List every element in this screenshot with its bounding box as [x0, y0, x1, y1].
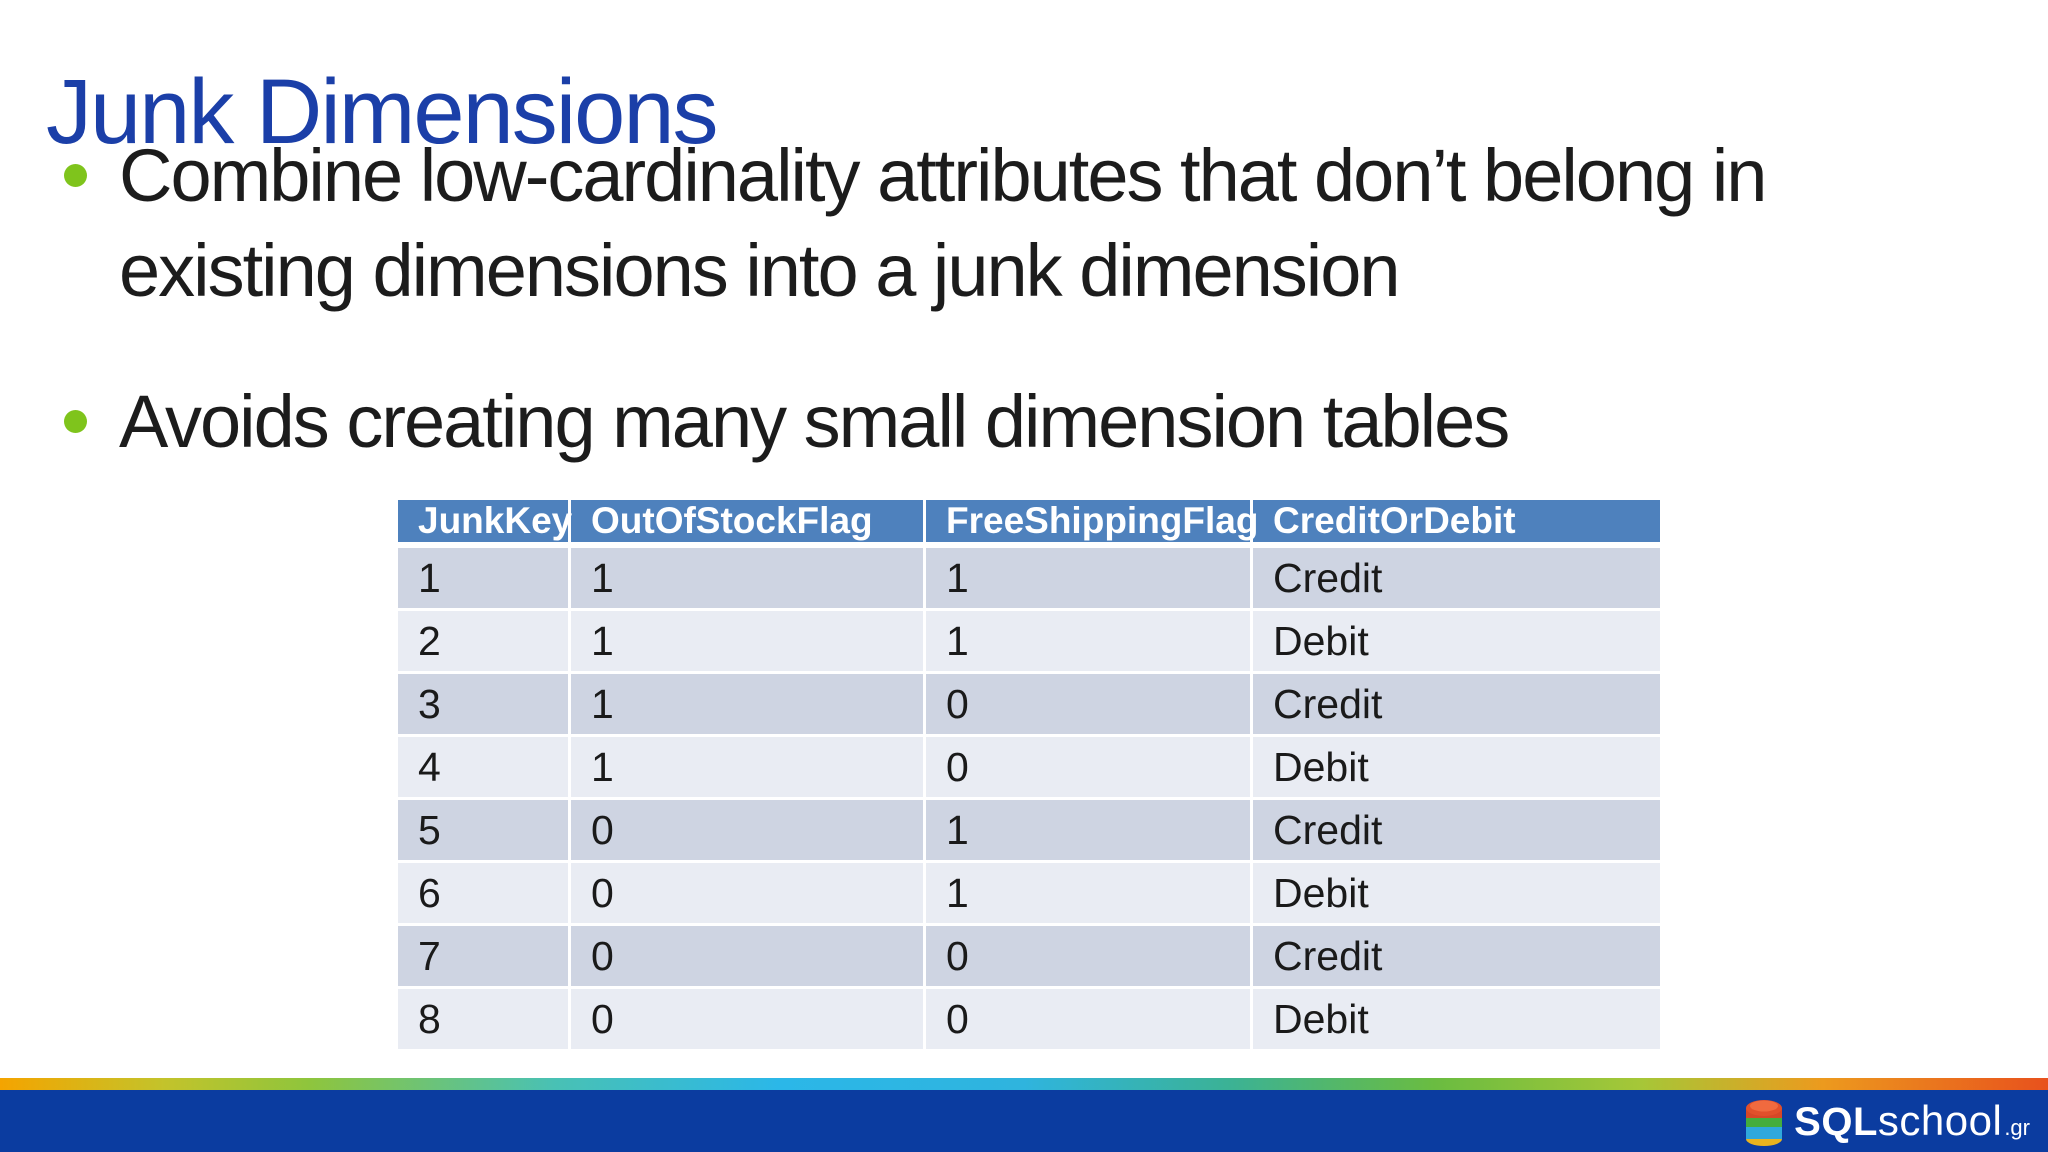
table-row: 3 1 0 Credit: [398, 674, 1660, 737]
table-cell: 4: [398, 737, 571, 800]
table-cell: 2: [398, 611, 571, 674]
table-cell: Credit: [1253, 674, 1660, 737]
column-header: CreditOrDebit: [1253, 500, 1660, 548]
junk-dimension-table: JunkKey OutOfStockFlag FreeShippingFlag Cre…: [398, 500, 1660, 1052]
table-cell: 1: [398, 548, 571, 611]
table-row: 6 0 1 Debit: [398, 863, 1660, 926]
table-cell: Debit: [1253, 863, 1660, 926]
table-row: 2 1 1 Debit: [398, 611, 1660, 674]
table-cell: 1: [926, 863, 1253, 926]
table-cell: Debit: [1253, 611, 1660, 674]
table-cell: 1: [926, 611, 1253, 674]
column-header: JunkKey: [398, 500, 572, 548]
table-header-row: JunkKey OutOfStockFlag FreeShippingFlag Cre…: [398, 500, 1660, 548]
table-row: 4 1 0 Debit: [398, 737, 1660, 800]
table-cell: 1: [926, 800, 1253, 863]
table-cell: 1: [571, 737, 926, 800]
table-cell: 1: [571, 611, 926, 674]
column-header: FreeShippingFlag: [926, 500, 1258, 548]
table-cell: Credit: [1253, 926, 1660, 989]
logo-text-sql: SQL: [1794, 1100, 1878, 1144]
table-cell: 0: [926, 989, 1253, 1052]
table-row: 7 0 0 Credit: [398, 926, 1660, 989]
table-cell: 7: [398, 926, 571, 989]
table-cell: 3: [398, 674, 571, 737]
table-cell: Credit: [1253, 800, 1660, 863]
database-disks-icon: [1746, 1100, 1783, 1146]
bullet-text: Avoids creating many small dimension tab…: [119, 374, 1510, 469]
table-cell: 0: [571, 926, 926, 989]
bullet-item: Avoids creating many small dimension tab…: [64, 374, 1765, 469]
table-cell: 8: [398, 989, 571, 1052]
table-cell: 1: [926, 548, 1253, 611]
sqlschool-logo: SQL school .gr: [1744, 1090, 2030, 1152]
bullet-text: Combine low-cardinality attributes that …: [119, 128, 1767, 318]
logo-text-tld: .gr: [2004, 1115, 2030, 1140]
table-cell: Credit: [1253, 548, 1660, 611]
logo-text-school: school: [1877, 1097, 2003, 1144]
table-cell: 0: [571, 989, 926, 1052]
bullet-line: Avoids creating many small dimension tab…: [119, 380, 1510, 463]
bullet-list: Combine low-cardinality attributes that …: [64, 128, 1767, 525]
bullet-dot-icon: [64, 410, 87, 433]
table-cell: 0: [926, 926, 1253, 989]
logo-text: SQL school .gr: [1794, 1097, 2030, 1145]
table-cell: 5: [398, 800, 571, 863]
bullet-line: Combine low-cardinality attributes that …: [119, 134, 1767, 217]
table-cell: Debit: [1253, 737, 1660, 800]
footer-gradient-line: [0, 1078, 2048, 1090]
page-title: Junk Dimensions: [46, 60, 719, 163]
table-cell: 1: [571, 548, 926, 611]
table-cell: 0: [571, 800, 926, 863]
table-cell: 1: [571, 674, 926, 737]
table-cell: 6: [398, 863, 571, 926]
bullet-line: existing dimensions into a junk dimensio…: [119, 229, 1401, 312]
footer-bar: SQL school .gr: [0, 1090, 2048, 1152]
table-row: 5 0 1 Credit: [398, 800, 1660, 863]
table-cell: 0: [571, 863, 926, 926]
table-cell: 0: [926, 737, 1253, 800]
bullet-dot-icon: [64, 164, 87, 187]
column-header: OutOfStockFlag: [571, 500, 926, 548]
table-row: 1 1 1 Credit: [398, 548, 1660, 611]
bullet-item: Combine low-cardinality attributes that …: [64, 128, 1767, 318]
table-row: 8 0 0 Debit: [398, 989, 1660, 1052]
table-cell: Debit: [1253, 989, 1660, 1052]
table-cell: 0: [926, 674, 1253, 737]
